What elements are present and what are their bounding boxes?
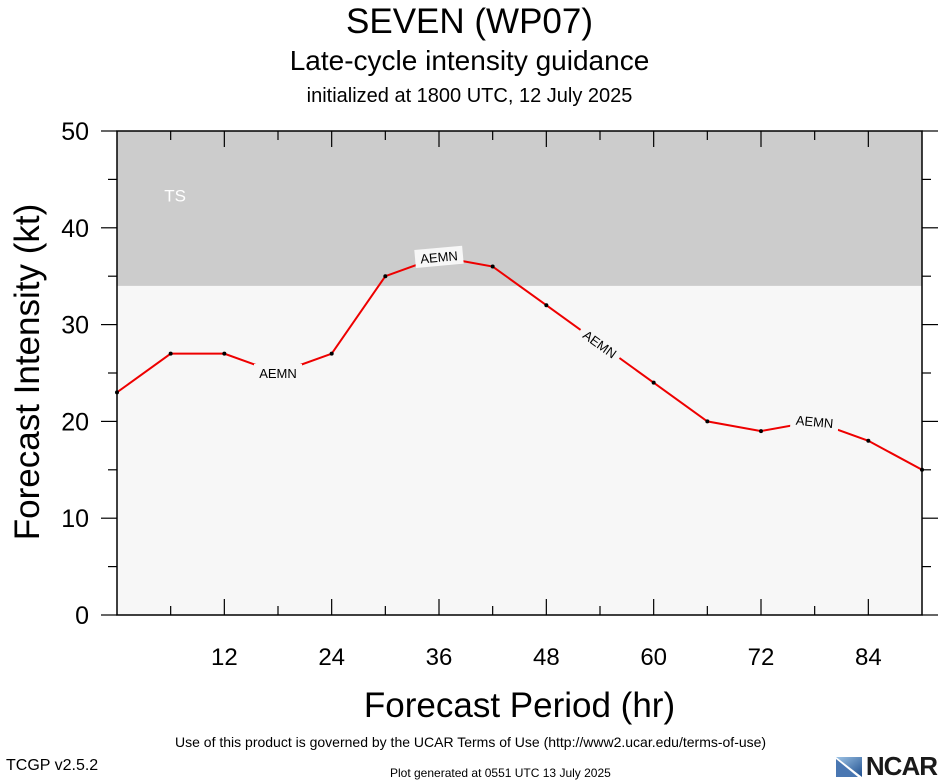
series-label-bg xyxy=(575,322,625,366)
chart-title: SEVEN (WP07) xyxy=(346,2,593,41)
y-tick-label: 30 xyxy=(61,312,89,340)
ncar-logo-icon xyxy=(835,756,862,777)
x-tick-label: 12 xyxy=(211,644,238,671)
data-point xyxy=(705,419,710,424)
data-point xyxy=(383,274,388,279)
x-tick-label: 48 xyxy=(533,644,560,671)
data-point xyxy=(168,351,173,356)
y-tick-label: 50 xyxy=(61,118,89,146)
x-tick-label: 72 xyxy=(748,644,775,671)
y-tick-label: 0 xyxy=(75,602,89,630)
ncar-logo-text: NCAR xyxy=(865,751,938,781)
series-label-bg xyxy=(789,410,840,433)
y-tick-label: 20 xyxy=(61,408,89,436)
terms-of-use: Use of this product is governed by the U… xyxy=(175,734,767,750)
band-label: TS xyxy=(164,187,186,206)
x-axis-label: Forecast Period (hr) xyxy=(363,686,676,725)
series-label-bg xyxy=(254,364,302,382)
x-tick-label: 60 xyxy=(640,644,667,671)
chart-subtitle: Late-cycle intensity guidance xyxy=(289,45,650,76)
data-point xyxy=(329,351,334,356)
series-line-aemn xyxy=(116,255,923,471)
y-tick-label: 40 xyxy=(61,215,89,243)
initialized-time: initialized at 1800 UTC, 12 July 2025 xyxy=(306,85,633,107)
ncar-logo: NCAR xyxy=(834,751,938,781)
data-point xyxy=(544,303,549,308)
x-tick-label: 84 xyxy=(855,644,882,671)
generated-time: Plot generated at 0551 UTC 13 July 2025 xyxy=(390,766,611,780)
data-point xyxy=(222,351,227,356)
data-point xyxy=(759,429,763,434)
series-label-bg xyxy=(414,245,464,268)
data-point xyxy=(651,380,656,385)
intensity-band xyxy=(117,131,922,286)
series-label: AEMN xyxy=(259,366,297,381)
x-tick-label: 36 xyxy=(426,644,453,671)
data-point xyxy=(490,264,495,269)
series-label: AEMN xyxy=(420,248,459,266)
y-axis-label: Forecast Intensity (kt) xyxy=(8,203,47,541)
series-label: AEMN xyxy=(795,413,834,431)
x-tick-label: 24 xyxy=(318,644,345,671)
data-point xyxy=(866,438,871,443)
plot-frame xyxy=(116,130,923,616)
y-tick-label: 10 xyxy=(61,505,89,533)
version-label: TCGP v2.5.2 xyxy=(6,757,99,774)
